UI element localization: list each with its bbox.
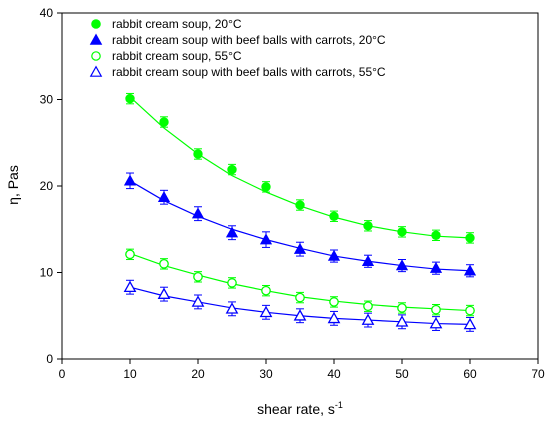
legend-marker	[89, 33, 103, 45]
data-point	[159, 258, 169, 269]
x-tick-label: 20	[191, 367, 205, 381]
data-point	[327, 311, 341, 324]
y-tick-label: 10	[40, 266, 54, 280]
data-point	[395, 259, 409, 271]
data-point	[397, 227, 407, 237]
data-point	[463, 317, 477, 330]
data-point	[225, 226, 239, 238]
data-point	[123, 174, 137, 186]
x-tick-label: 70	[531, 367, 545, 381]
data-point	[227, 278, 237, 288]
x-tick-label: 30	[259, 367, 273, 381]
x-tick-label: 0	[59, 367, 66, 381]
legend-item: rabbit cream soup, 55°C	[91, 49, 242, 63]
data-point	[295, 200, 305, 210]
legend: rabbit cream soup, 20°C rabbit cream soup…	[89, 17, 386, 79]
legend-label: rabbit cream soup with beef balls with c…	[112, 33, 386, 47]
data-point	[465, 305, 475, 316]
data-point	[123, 280, 137, 293]
y-tick-label: 40	[40, 6, 54, 20]
x-tick-label: 10	[123, 367, 137, 381]
data-point	[191, 295, 205, 307]
data-point	[293, 242, 307, 254]
data-point	[429, 316, 443, 329]
data-point	[125, 93, 135, 104]
data-point	[363, 221, 373, 231]
data-point	[361, 254, 375, 266]
legend-item: rabbit cream soup, 20°C	[91, 17, 242, 31]
x-tick-label: 50	[395, 367, 409, 381]
data-point	[227, 164, 237, 175]
data-point	[157, 287, 171, 299]
x-tick-label: 40	[327, 367, 341, 381]
legend-label: rabbit cream soup, 55°C	[112, 49, 242, 63]
data-point	[463, 264, 477, 276]
data-point	[261, 182, 271, 192]
data-point	[157, 190, 171, 202]
legend-item: rabbit cream soup with beef balls with c…	[89, 65, 386, 79]
data-point	[261, 285, 271, 296]
data-point	[293, 309, 307, 321]
data-point	[429, 261, 443, 273]
legend-marker	[91, 19, 101, 29]
legend-marker	[91, 51, 101, 61]
legend-label: rabbit cream soup with beef balls with c…	[112, 65, 386, 79]
legend-marker	[89, 65, 103, 77]
data-point	[431, 304, 441, 315]
data-point	[327, 249, 341, 261]
data-point	[363, 301, 373, 312]
x-axis-title: shear rate, s-1	[257, 400, 343, 417]
legend-item: rabbit cream soup with beef balls with c…	[89, 33, 386, 47]
legend-label: rabbit cream soup, 20°C	[112, 17, 242, 31]
data-point	[125, 249, 135, 260]
data-point	[431, 230, 441, 241]
data-point	[259, 305, 273, 318]
data-point	[193, 149, 203, 159]
data-point	[225, 302, 239, 314]
data-point	[159, 117, 169, 127]
data-point	[193, 271, 203, 282]
fit-line	[129, 180, 471, 272]
data-point	[361, 313, 375, 325]
y-tick-label: 0	[46, 352, 53, 366]
data-point	[397, 303, 407, 313]
y-axis-title: η, Pas	[5, 165, 21, 205]
data-point	[329, 297, 339, 307]
fit-line	[129, 96, 471, 239]
y-tick-label: 30	[40, 93, 54, 107]
data-point	[465, 233, 475, 243]
data-point	[295, 292, 305, 303]
data-point	[329, 211, 339, 221]
x-tick-label: 60	[463, 367, 477, 381]
data-point	[395, 315, 409, 327]
data-point	[259, 233, 273, 245]
y-tick-label: 20	[40, 179, 54, 193]
data-point	[191, 207, 205, 219]
